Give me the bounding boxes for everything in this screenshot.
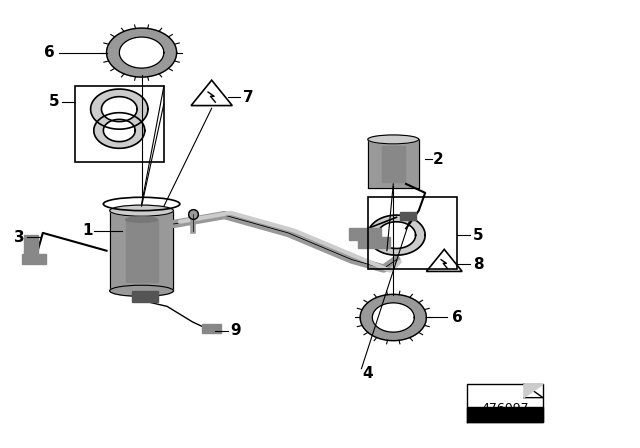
Polygon shape <box>94 113 145 148</box>
Polygon shape <box>119 37 164 68</box>
Bar <box>132 291 157 302</box>
Polygon shape <box>368 139 419 188</box>
Text: 476097: 476097 <box>481 402 529 415</box>
Polygon shape <box>378 222 415 249</box>
Polygon shape <box>524 384 543 398</box>
Text: 6: 6 <box>44 45 54 60</box>
Text: 3: 3 <box>14 230 24 245</box>
Polygon shape <box>103 119 135 142</box>
Text: 1: 1 <box>82 223 93 238</box>
Polygon shape <box>102 97 137 121</box>
Polygon shape <box>109 211 173 291</box>
Polygon shape <box>91 89 148 129</box>
Ellipse shape <box>109 205 173 216</box>
Text: 6: 6 <box>452 310 462 325</box>
Polygon shape <box>467 407 543 422</box>
Ellipse shape <box>368 135 419 144</box>
Text: 4: 4 <box>362 366 373 381</box>
Polygon shape <box>368 215 425 255</box>
Ellipse shape <box>109 285 173 296</box>
Bar <box>349 228 381 240</box>
Text: 9: 9 <box>230 323 241 338</box>
Bar <box>202 324 221 333</box>
Bar <box>368 197 457 268</box>
Text: 2: 2 <box>433 152 444 167</box>
Ellipse shape <box>125 217 157 222</box>
Bar <box>399 211 415 220</box>
Text: 8: 8 <box>473 257 483 271</box>
Text: 5: 5 <box>473 228 483 243</box>
Text: 7: 7 <box>243 90 254 105</box>
Polygon shape <box>360 294 426 340</box>
Bar <box>125 220 157 282</box>
Bar <box>358 237 390 249</box>
Bar <box>75 86 164 162</box>
Bar <box>22 254 46 264</box>
Polygon shape <box>372 303 414 332</box>
Text: 5: 5 <box>49 94 60 109</box>
Polygon shape <box>107 28 177 77</box>
Bar <box>24 235 38 253</box>
Bar <box>382 146 404 182</box>
